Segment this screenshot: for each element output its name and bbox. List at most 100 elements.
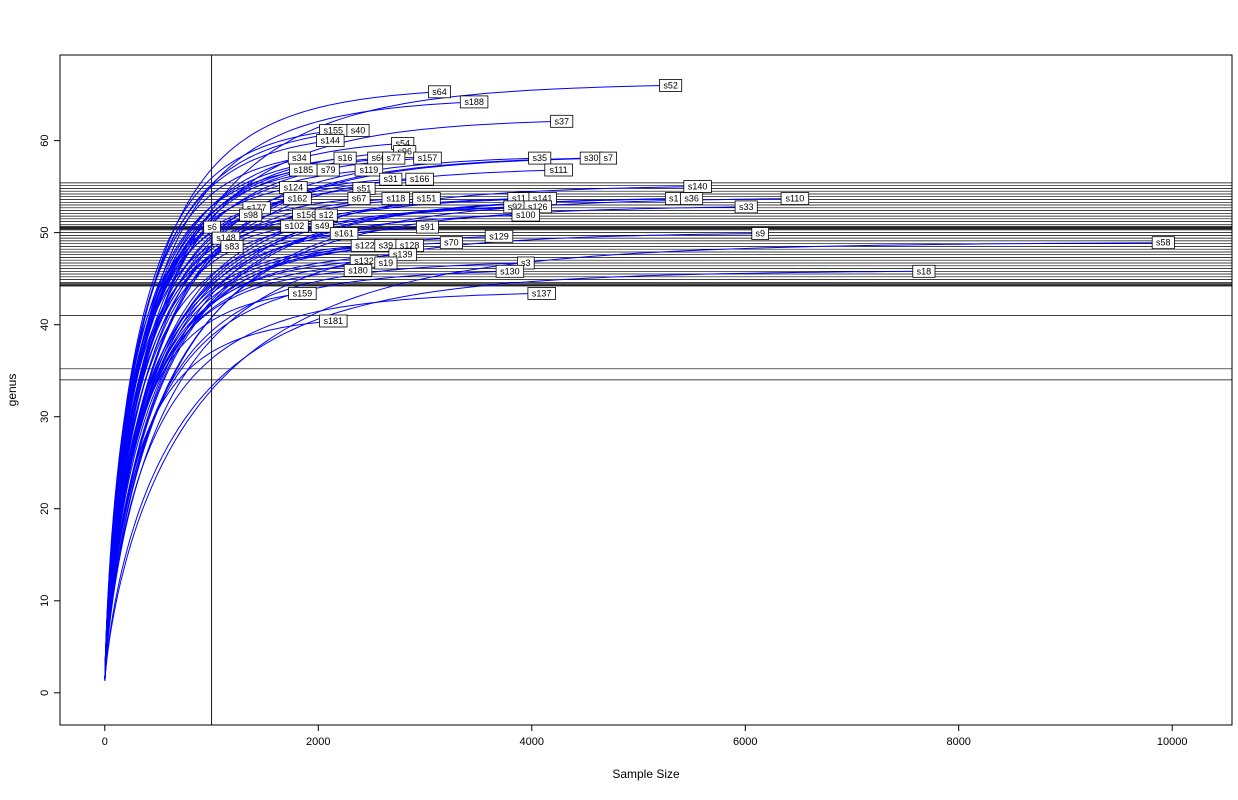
sample-label-s6: s6 [207,222,217,232]
sample-label-box-s35 [528,151,552,165]
sample-label-s79: s79 [321,165,336,175]
sample-label-s7: s7 [603,153,613,163]
sample-label-box-s137 [527,286,556,300]
sample-label-box-s181 [319,314,348,328]
sample-label-box-s18 [912,264,936,278]
sample-label-s110: s110 [785,194,804,204]
sample-label-s77: s77 [387,153,402,163]
sample-label-box-s58 [1151,236,1175,250]
sample-label-s137: s137 [532,288,552,298]
sample-label-s148: s148 [216,233,236,243]
sample-label-s54: s54 [395,138,410,148]
sample-label-s36: s36 [684,194,699,204]
x-tick-label: 8000 [946,736,970,748]
sample-label-box-s102 [280,219,309,233]
sample-label-s161: s161 [334,229,354,239]
sample-label-s52: s52 [663,80,678,90]
sample-label-box-s37 [550,114,574,128]
sample-label-box-s129 [484,229,514,243]
rarefaction-curve-s161 [104,233,345,678]
sample-label-s11: s11 [512,194,526,204]
sample-label-s37: s37 [554,116,569,126]
sample-label-box-s119 [354,163,384,177]
sample-label-s141: s141 [533,194,553,204]
sample-label-s122: s122 [355,241,375,251]
rarefaction-curve-s159 [104,292,303,679]
sample-label-box-s159 [288,286,317,300]
x-tick-label: 6000 [733,736,757,748]
sample-label-s102: s102 [285,221,305,231]
sample-label-s177: s177 [247,203,267,213]
rarefaction-curve-s91 [104,226,428,679]
sample-label-s83: s83 [225,241,240,251]
sample-label-s39: s39 [379,241,394,251]
sample-label-box-s157 [413,151,442,165]
sample-label-s185: s185 [294,165,314,175]
x-tick-label: 4000 [520,736,544,748]
sample-label-s40: s40 [351,126,366,136]
sample-label-box-s64 [427,85,451,99]
sample-label-s129: s129 [489,231,509,241]
sample-label-box-s33 [734,200,758,214]
sample-label-box-s16 [333,151,357,165]
sample-label-s16: s16 [338,153,353,163]
sample-label-s1: s1 [669,194,679,204]
y-tick-label: 50 [39,226,51,238]
sample-label-box-s180 [343,263,373,277]
y-tick-label: 40 [39,319,51,331]
sample-label-box-s19 [374,256,398,270]
sample-label-box-s9 [751,227,769,240]
sample-label-s67: s67 [352,194,367,204]
sample-label-s157: s157 [418,153,438,163]
sample-label-box-s162 [283,192,312,206]
sample-label-box-s83 [220,239,244,253]
sample-label-box-s91 [415,220,439,234]
rarefaction-curve-s83 [104,245,233,677]
sample-label-s31: s31 [384,174,399,184]
sample-label-box-s161 [329,227,359,240]
sample-label-s3: s3 [521,258,531,268]
sample-label-s166: s166 [410,174,430,184]
sample-label-box-s7 [599,151,617,165]
y-tick-label: 10 [39,595,51,607]
rarefaction-curve-s130 [104,270,510,680]
y-tick-label: 20 [39,503,51,515]
sample-label-s18: s18 [917,266,932,276]
sample-label-s156: s156 [297,210,317,220]
sample-label-s33: s33 [739,202,754,212]
sample-label-s100: s100 [516,210,536,220]
sample-label-s51: s51 [357,183,372,193]
sample-label-s159: s159 [293,288,313,298]
sample-label-box-s111 [544,163,573,177]
chart-layers: 0 2000 4000 6000 8000 10000 0 10 20 30 40 50 60 s52 s6… [39,54,1233,748]
sample-label-s111: s111 [550,165,568,175]
sample-label-box-s118 [381,192,411,206]
sample-label-box-s67 [347,192,371,206]
sample-label-s9: s9 [755,229,765,239]
sample-label-box-s151 [412,192,441,206]
sample-label-box-s31 [379,172,403,186]
y-tick-label: 30 [39,411,51,423]
rarefaction-curve-s18 [104,270,924,681]
sample-label-box-s188 [459,95,489,109]
sample-label-box-s130 [495,264,525,278]
sample-label-s98: s98 [243,210,258,220]
plot-box [59,54,1233,726]
sample-label-box-s100 [511,208,541,222]
sample-label-s130: s130 [500,266,520,276]
sample-label-box-s166 [405,172,434,186]
sample-label-s12: s12 [319,210,334,220]
sample-label-s64: s64 [432,87,447,97]
x-tick-label: 0 [102,736,108,748]
sample-label-box-s144 [316,134,345,148]
y-axis-title: genus [5,374,19,407]
sample-label-s139: s139 [393,250,413,260]
rarefaction-curve-s58 [104,242,1164,681]
y-tick-label: 0 [39,690,51,696]
sample-label-s181: s181 [324,316,344,326]
sample-label-s19: s19 [379,258,394,268]
sample-label-box-s98 [239,208,263,222]
sample-label-s34: s34 [292,153,307,163]
sample-label-box-s79 [316,163,340,177]
